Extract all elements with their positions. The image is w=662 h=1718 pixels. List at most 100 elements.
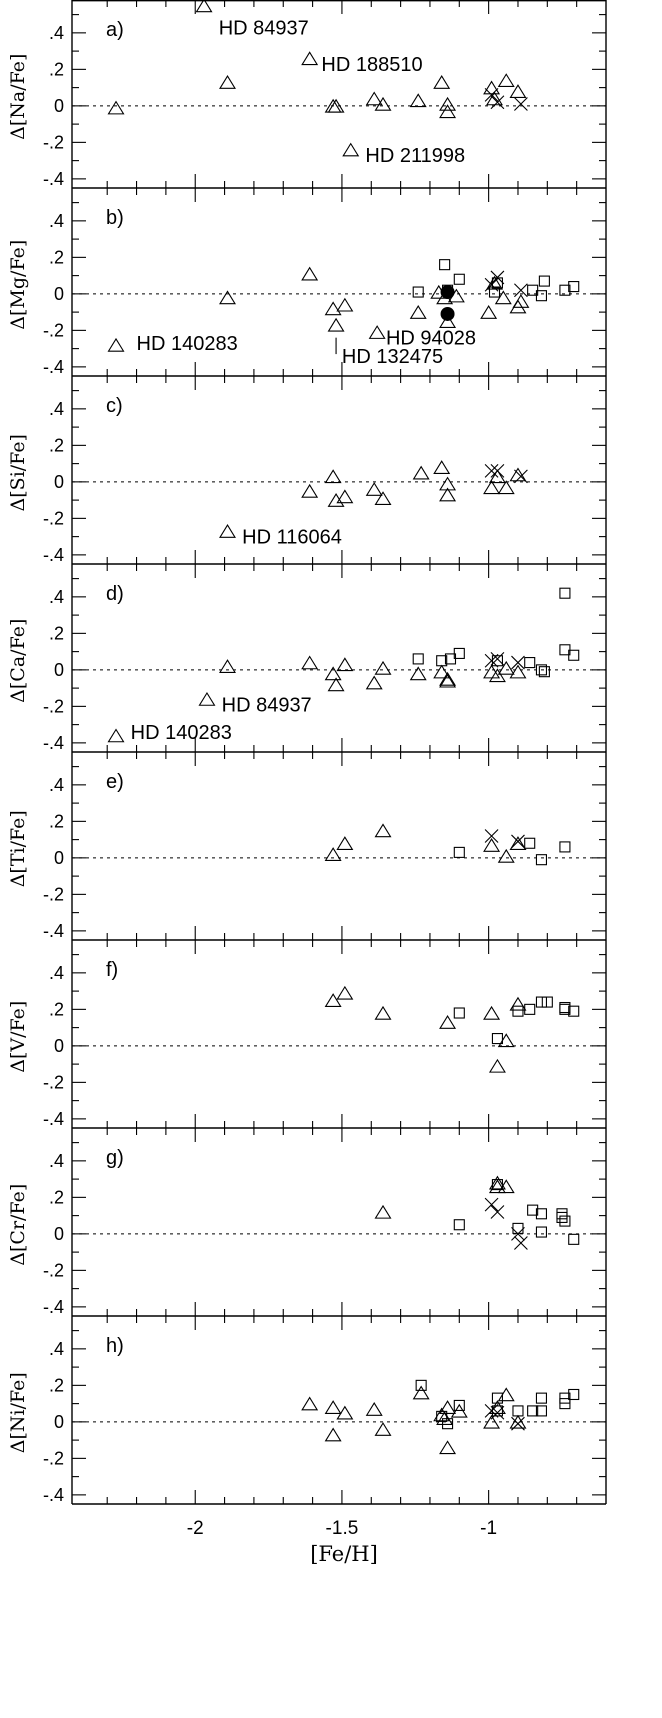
data-point-triangle: [497, 1387, 515, 1402]
data-point-triangle: [324, 301, 342, 316]
data-point-square: [527, 1405, 539, 1417]
data-point-filled-circle: [440, 285, 455, 300]
data-point-filled-circle: [440, 306, 455, 321]
data-point-triangle: [365, 675, 383, 690]
data-point-cross: [484, 1404, 499, 1418]
data-point-triangle: [433, 75, 451, 89]
data-point-square: [559, 587, 571, 599]
y-tick-label: -.4: [43, 1297, 64, 1317]
data-point-triangle: [497, 480, 515, 495]
data-point-cross: [490, 270, 505, 285]
data-point-triangle: [107, 728, 125, 743]
data-point-square: [412, 286, 424, 298]
data-point-triangle: [512, 294, 530, 308]
data-point-triangle: [336, 657, 354, 672]
y-tick-label: -.4: [43, 733, 64, 753]
panel-g: -.4 -.2 0 .2 .4 g) Δ[Cr/Fe]: [7, 1128, 607, 1317]
data-point-triangle: [488, 469, 506, 484]
data-point-triangle: [439, 476, 457, 491]
data-point-triangle: [301, 266, 319, 281]
data-point-square: [568, 281, 580, 293]
data-point-square: [412, 653, 424, 665]
star-annotation: HD 84937: [222, 695, 312, 717]
data-point-cross: [511, 1416, 525, 1431]
y-tick-label: -.2: [43, 132, 64, 152]
y-tick-label: .2: [49, 435, 64, 455]
data-point-square: [556, 1211, 568, 1223]
panel-letter: b): [106, 207, 124, 229]
y-tick-label: -.2: [43, 1072, 64, 1092]
data-point-triangle: [483, 80, 501, 95]
y-tick-label: -.4: [43, 921, 64, 941]
y-tick-label: .2: [49, 59, 64, 79]
y-tick-label: -.2: [43, 884, 64, 904]
y-tick-label: -.2: [43, 1260, 64, 1280]
panel-e: -.4 -.2 0 .2 .4 e) Δ[Ti/Fe]: [7, 752, 607, 941]
panel-letter: g): [106, 1147, 124, 1169]
data-point-triangle: [439, 314, 457, 328]
data-point-square: [568, 1388, 580, 1401]
y-axis-label: Δ[Mg/Fe]: [7, 240, 29, 330]
data-point-square: [524, 837, 536, 849]
data-point-square: [535, 996, 548, 1008]
data-point-triangle: [439, 671, 457, 686]
star-annotation: HD 132475: [342, 346, 443, 368]
data-point-square: [512, 1005, 524, 1017]
data-point-triangle: [219, 524, 236, 538]
data-point-cross: [514, 97, 528, 111]
data-point-triangle: [374, 96, 392, 111]
data-point-triangle: [365, 91, 383, 106]
data-point-triangle: [301, 51, 319, 66]
data-point-triangle: [324, 847, 342, 861]
data-point-triangle: [488, 668, 506, 683]
y-tick-label: .4: [49, 399, 64, 419]
data-point-square: [415, 1379, 427, 1391]
data-point-triangle: [324, 993, 342, 1007]
y-tick-label: .2: [49, 999, 64, 1019]
data-point-square: [535, 1208, 548, 1220]
y-axis-label: Δ[Ni/Fe]: [7, 1372, 29, 1453]
data-point-triangle: [480, 305, 498, 319]
data-point-square: [453, 1399, 465, 1411]
data-point-square: [453, 647, 465, 659]
data-point-square: [491, 655, 503, 667]
y-tick-label: 0: [54, 660, 64, 680]
data-point-cross: [484, 1197, 499, 1212]
data-point-square: [535, 1392, 548, 1404]
data-point-triangle: [439, 1015, 457, 1029]
data-point-triangle: [342, 142, 360, 157]
panels-group: -.4 -.2 0 .2 .4 a) Δ[Na/Fe] HD 84937 HD 188510 HD…: [7, 0, 607, 1505]
data-point-square: [535, 290, 548, 302]
star-annotation: HD 140283: [137, 333, 238, 355]
star-annotation: HD 211998: [365, 145, 465, 167]
data-point-triangle: [219, 75, 236, 89]
panel-letter: e): [106, 771, 124, 793]
data-point-cross: [490, 652, 505, 666]
data-point-triangle: [412, 1385, 430, 1400]
panel-h: -.4 -.2 0 .2 .4 h) Δ[Ni/Fe]: [7, 1316, 607, 1505]
panel-letter: h): [106, 1335, 124, 1357]
data-point-square: [541, 996, 553, 1008]
data-point-triangle: [336, 985, 354, 1000]
data-point-square: [559, 1215, 571, 1227]
data-point-cross: [490, 1405, 505, 1420]
data-point-triangle: [483, 480, 501, 495]
data-point-cross: [484, 277, 499, 292]
data-point-cross: [484, 829, 499, 843]
data-point-triangle: [483, 1414, 501, 1429]
data-point-triangle: [365, 482, 383, 496]
data-point-triangle: [301, 655, 319, 670]
data-point-cross: [490, 1205, 505, 1219]
y-tick-label: 0: [54, 1036, 64, 1056]
data-point-triangle: [509, 299, 527, 314]
y-axis-label: Δ[Ca/Fe]: [7, 619, 29, 703]
panel-letter: a): [106, 19, 124, 41]
y-axis-label: Δ[Cr/Fe]: [7, 1184, 29, 1266]
y-tick-label: 0: [54, 96, 64, 116]
data-point-triangle: [439, 487, 457, 502]
data-point-cross: [511, 655, 525, 670]
data-point-triangle: [327, 98, 345, 113]
data-point-triangle: [365, 1401, 383, 1416]
data-point-triangle: [195, 0, 213, 13]
x-tick-label: -1: [480, 1518, 497, 1539]
